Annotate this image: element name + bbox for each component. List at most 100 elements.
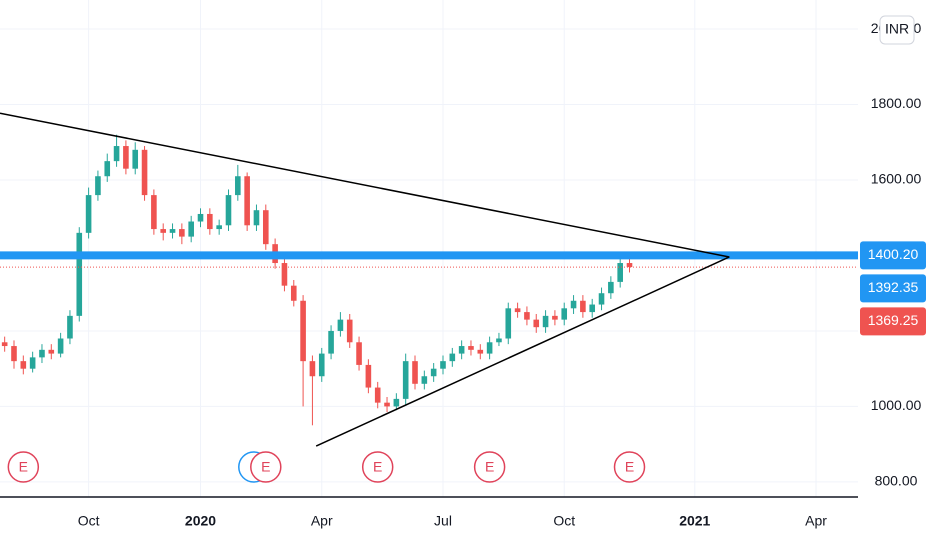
candle-body: [374, 387, 381, 403]
y-tick-label: 1600.00: [871, 171, 922, 187]
candle-body: [561, 308, 568, 320]
candle-body: [496, 338, 502, 343]
trendline: [0, 112, 730, 258]
candle-body: [85, 195, 92, 233]
candle-body: [589, 304, 596, 313]
candle-body: [48, 349, 55, 354]
candle-body: [514, 308, 521, 313]
earnings-label: E: [19, 459, 28, 475]
candle-body: [169, 229, 176, 233]
candle-body: [216, 225, 222, 230]
candle-body: [626, 263, 633, 268]
candle-body: [412, 361, 418, 384]
candle-body: [421, 376, 428, 384]
candle-body: [67, 315, 73, 339]
candle-body: [458, 346, 465, 354]
candle-body: [253, 210, 260, 226]
currency-label[interactable]: INR: [885, 21, 909, 37]
grid: [0, 0, 858, 497]
candle-body: [533, 319, 540, 328]
candle-body: [151, 195, 157, 230]
candle-body: [57, 338, 64, 354]
candle-body: [608, 281, 614, 294]
candle-body: [328, 330, 334, 354]
candle-body: [468, 346, 474, 350]
candle-body: [384, 402, 390, 407]
candle-body: [365, 364, 372, 388]
price-label: 1392.35: [868, 279, 919, 295]
plot: [1, 134, 633, 426]
candle-body: [207, 213, 213, 230]
earnings-label: E: [373, 459, 382, 475]
candle-body: [113, 146, 120, 162]
x-tick-label: Oct: [553, 513, 575, 529]
candle-body: [542, 315, 549, 328]
earnings-label: E: [485, 459, 494, 475]
price-label-box: [860, 307, 926, 336]
x-tick-label: Apr: [311, 513, 333, 529]
earnings-marker: [473, 451, 506, 483]
candle-body: [132, 149, 139, 169]
candle-body: [244, 176, 250, 226]
y-tick-label: 800.00: [875, 473, 918, 489]
candle-body: [104, 161, 111, 177]
x-tick-label: 2021: [679, 513, 710, 529]
candle-body: [262, 210, 269, 245]
candle-body: [449, 353, 456, 362]
price-label-box: [860, 274, 926, 303]
candle-body: [309, 361, 316, 377]
candle-body: [11, 346, 17, 362]
candle-body: [39, 349, 45, 358]
currency-button[interactable]: INR: [879, 15, 915, 45]
candle-body: [20, 361, 27, 369]
candle-body: [235, 176, 241, 196]
candle-body: [1, 342, 8, 347]
candle-body: [29, 357, 36, 369]
candle-body: [430, 368, 437, 377]
candle-body: [505, 308, 512, 339]
candle-body: [76, 232, 83, 316]
candle-body: [393, 398, 400, 407]
candle-body: [160, 229, 167, 233]
candle-body: [225, 195, 232, 226]
earnings-marker: [361, 451, 394, 483]
candle-body: [197, 213, 204, 222]
candle-body: [141, 149, 148, 196]
trendline: [315, 256, 730, 447]
candle-body: [179, 229, 185, 237]
x-tick-label: Oct: [78, 513, 100, 529]
earnings-label: E: [625, 459, 634, 475]
candle-body: [188, 221, 194, 237]
candle-body: [123, 146, 129, 169]
candle-body: [337, 319, 344, 331]
earnings-label: E: [261, 459, 270, 475]
candle-body: [617, 263, 623, 282]
axis: 800.001000.001200.001400.001600.001800.0…: [78, 20, 926, 529]
x-tick-label: Apr: [805, 513, 827, 529]
candle-body: [570, 300, 577, 309]
candle-body: [95, 176, 101, 196]
earnings-marker: [7, 451, 40, 483]
price-label: 1369.25: [868, 312, 919, 328]
earnings-marker: [250, 451, 282, 483]
candle-body: [356, 342, 362, 365]
candle-body: [300, 300, 306, 362]
candle-body: [580, 300, 586, 313]
price-label: 1400.20: [868, 246, 919, 262]
candle-body: [402, 361, 409, 399]
currency-box[interactable]: [879, 15, 915, 45]
earnings-marker: [613, 451, 646, 483]
candle-body: [524, 312, 530, 320]
x-tick-label: Jul: [434, 513, 452, 529]
candle-body: [552, 315, 558, 320]
candle-body: [486, 342, 493, 354]
candle-body: [281, 263, 288, 286]
candle-body: [290, 285, 297, 301]
candle-body: [440, 361, 446, 369]
candle-body: [598, 293, 605, 305]
x-tick-label: 2020: [185, 513, 216, 529]
